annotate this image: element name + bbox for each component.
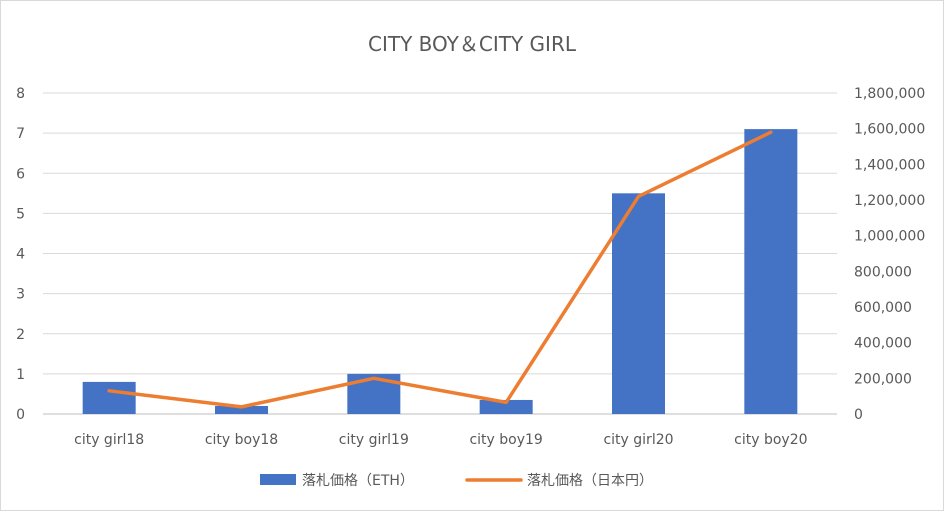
bar [215,405,268,414]
legend-line-label: 落札価格（日本円） [527,473,653,489]
left-axis-tick-label: 5 [16,206,25,222]
left-axis-tick-label: 1 [16,367,25,383]
left-axis-ticks: 0 1 2 3 4 5 6 7 8 [16,86,25,423]
category-label: city boy18 [205,432,278,448]
right-axis-tick-label: 800,000 [854,264,912,280]
legend: 落札価格（ETH） 落札価格（日本円） [260,473,653,489]
left-axis-tick-label: 8 [16,86,25,102]
category-label: city girl20 [603,432,673,448]
left-axis-tick-label: 7 [16,126,25,142]
category-label: city boy19 [469,432,542,448]
category-label: city girl18 [74,432,144,448]
line-series [107,130,773,409]
category-axis-labels: city girl18 city boy18 city girl19 city boy… [74,432,807,448]
gridlines [43,92,837,415]
legend-bar-swatch [260,474,296,485]
legend-bar-label: 落札価格（ETH） [302,473,414,489]
right-axis-ticks: 0 200,000 400,000 600,000 800,000 1,000,000 1,… [854,86,925,423]
right-axis-tick-label: 200,000 [854,371,912,387]
right-axis-tick-label: 0 [854,407,863,423]
left-axis-tick-label: 3 [16,287,25,303]
right-axis-tick-label: 1,600,000 [854,122,925,138]
left-axis-tick-label: 2 [16,327,25,343]
bar [744,129,798,415]
bar [612,193,665,414]
right-axis-tick-label: 400,000 [854,336,912,352]
bar [82,381,136,414]
right-axis-tick-label: 1,000,000 [854,229,925,245]
left-axis-tick-label: 6 [16,166,25,182]
category-label: city girl19 [339,432,409,448]
category-label: city boy20 [734,432,807,448]
left-axis-tick-label: 4 [16,247,25,263]
chart-title: CITY BOY＆CITY GIRL [368,32,577,56]
left-axis-tick-label: 0 [16,407,25,423]
right-axis-tick-label: 600,000 [854,300,912,316]
right-axis-tick-label: 1,400,000 [854,157,925,173]
bar [479,399,533,414]
line-path [107,130,773,409]
right-axis-tick-label: 1,800,000 [854,86,925,102]
right-axis-tick-label: 1,200,000 [854,193,925,209]
